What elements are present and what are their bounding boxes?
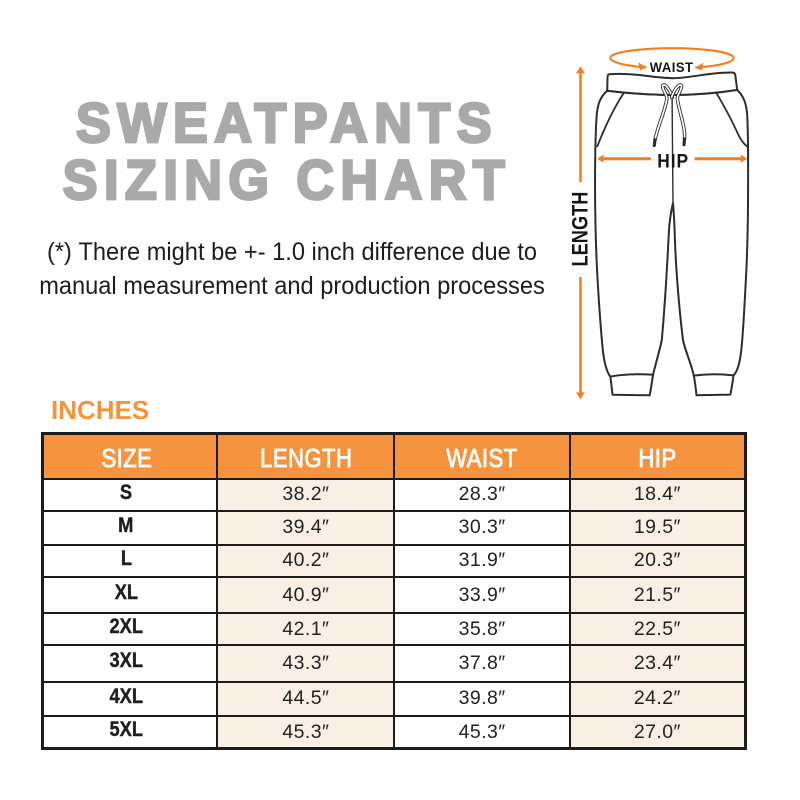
svg-text:HIP: HIP bbox=[657, 150, 689, 172]
svg-text:WAIST: WAIST bbox=[650, 60, 694, 76]
svg-text:LENGTH: LENGTH bbox=[568, 192, 593, 267]
